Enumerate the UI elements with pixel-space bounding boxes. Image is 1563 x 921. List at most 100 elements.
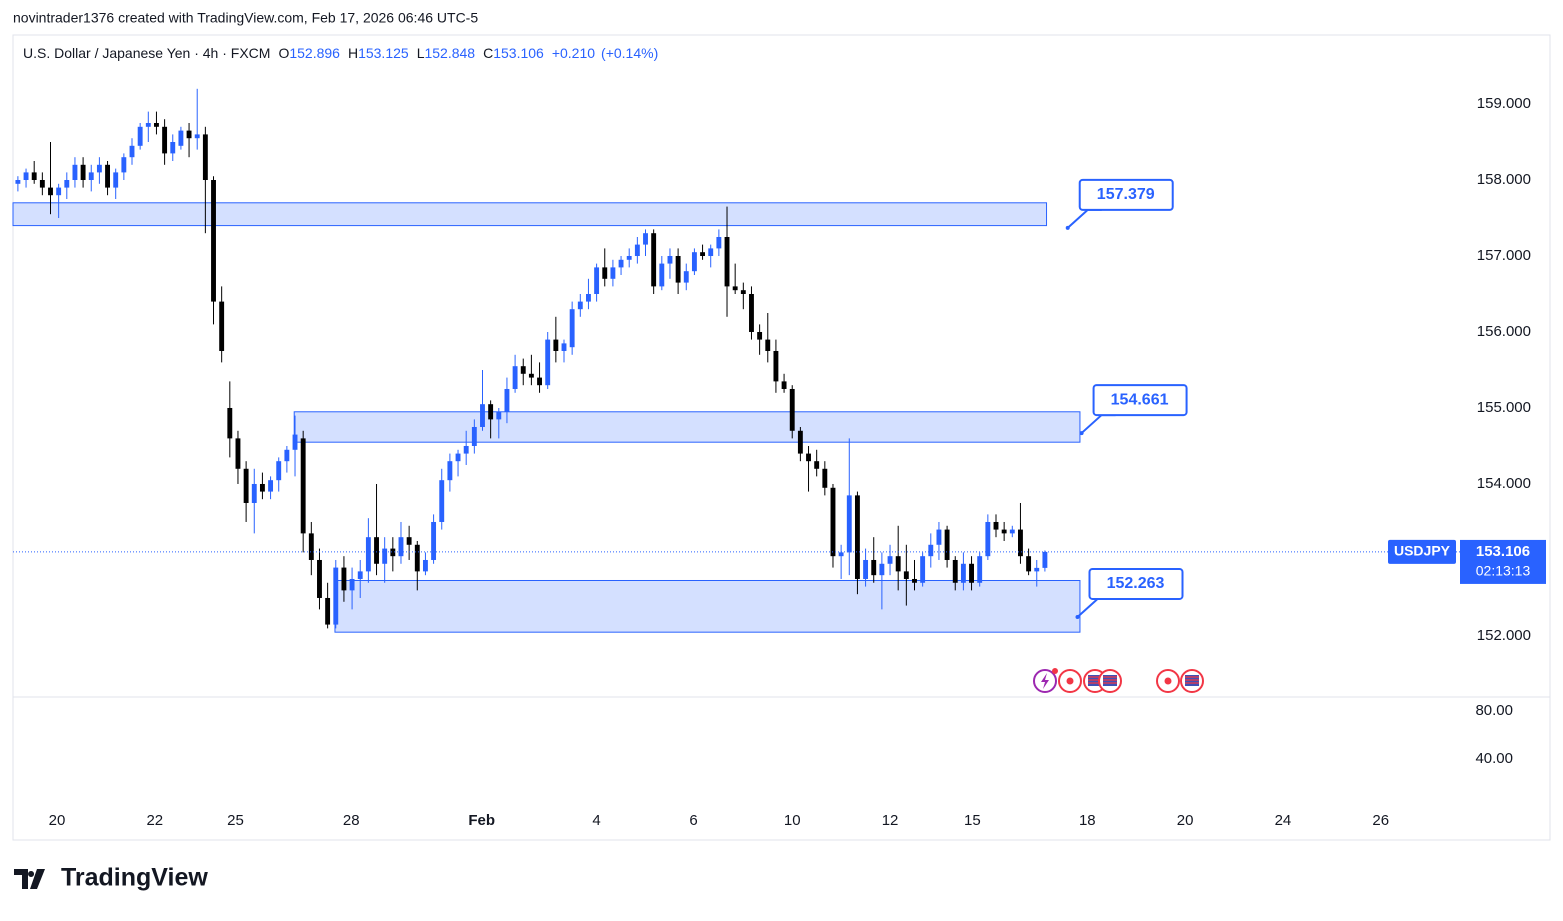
candle-body — [390, 548, 396, 557]
symbol-tag-text: USDJPY — [1394, 543, 1451, 559]
candle-body — [202, 134, 208, 181]
y-tick-label: 158.000 — [1477, 171, 1531, 188]
candle-body — [145, 123, 151, 127]
y-tick-label: 154.000 — [1477, 475, 1531, 492]
lower-tick-label: 40.00 — [1475, 750, 1513, 767]
candle-body — [243, 468, 249, 503]
x-tick-label: 28 — [343, 812, 360, 829]
candle-body — [422, 559, 428, 572]
x-tick-label: 12 — [882, 812, 899, 829]
candle-body — [325, 597, 331, 625]
candle-body — [806, 453, 811, 462]
x-tick-label: 26 — [1372, 812, 1389, 829]
callout-dot — [1079, 431, 1084, 436]
event-icons — [1033, 668, 1204, 693]
candle-body — [219, 301, 225, 351]
callout-pointer — [1067, 208, 1102, 229]
x-tick-label: 6 — [689, 812, 697, 829]
candle-body — [675, 255, 681, 283]
legend-item: +0.210 — [552, 45, 595, 61]
candle-body — [39, 180, 45, 188]
candle-body — [789, 388, 795, 431]
price-tag — [1460, 539, 1546, 584]
callout-pointer — [1076, 597, 1112, 618]
candle-body — [406, 537, 412, 545]
candle-body — [683, 271, 689, 283]
candle-body — [64, 180, 70, 188]
candle-body — [602, 267, 608, 279]
candle-body — [105, 164, 110, 188]
candle-body — [1026, 556, 1032, 572]
candle-body — [765, 339, 771, 351]
legend-item: C — [483, 45, 493, 61]
candle-body — [960, 563, 966, 583]
y-tick-label: 155.000 — [1477, 399, 1531, 416]
x-tick-label: 24 — [1275, 812, 1292, 829]
candle-body — [1018, 529, 1023, 557]
candle-body — [374, 537, 379, 564]
candle-body — [879, 563, 885, 576]
candle-body — [186, 130, 192, 139]
x-tick-label: 10 — [784, 812, 801, 829]
candle-body — [537, 377, 542, 386]
candle-body — [414, 544, 420, 572]
logo: TradingView — [14, 864, 208, 892]
candle-body — [382, 548, 388, 564]
candle-body — [72, 164, 78, 181]
candle-body — [969, 563, 974, 583]
candle-body — [284, 449, 290, 462]
candle-body — [667, 255, 673, 264]
candle-body — [56, 187, 62, 196]
candle-body — [952, 559, 958, 583]
candle-body — [634, 244, 640, 256]
candle-body — [814, 461, 820, 469]
candle-body — [618, 259, 624, 268]
symbol-tag — [1388, 539, 1456, 564]
candle-body — [716, 236, 722, 249]
x-tick-label: 20 — [49, 812, 66, 829]
header-text: novintrader1376 created with TradingView… — [13, 10, 478, 26]
candle-body — [520, 366, 526, 374]
candle-body — [691, 252, 697, 272]
legend: U.S. Dollar / Japanese Yen · 4h · FXCM O1… — [23, 45, 658, 61]
candle-body — [170, 142, 176, 154]
candle-body — [700, 252, 706, 256]
candle-body — [1034, 567, 1040, 572]
x-tick-label: 25 — [227, 812, 244, 829]
candle-body — [268, 480, 274, 492]
candle-body — [496, 411, 502, 420]
candle-body — [977, 556, 983, 583]
candle-body — [15, 180, 21, 184]
zone — [293, 411, 1081, 443]
candle-body — [121, 157, 127, 173]
candle-body — [357, 571, 363, 579]
candle-body — [227, 407, 233, 439]
candle-body — [194, 134, 200, 139]
candle-body — [903, 571, 909, 579]
lower-tick-label: 80.00 — [1475, 702, 1513, 719]
candle-body — [732, 286, 738, 291]
candle-body — [643, 233, 648, 245]
candle-body — [651, 233, 657, 287]
candle-body — [781, 381, 787, 389]
candle-body — [235, 438, 241, 469]
candle-body — [504, 388, 510, 412]
candle-body — [944, 529, 950, 560]
candle-body — [80, 164, 86, 181]
candle-body — [626, 255, 632, 260]
candle-body — [431, 521, 437, 560]
callout-dot — [1065, 225, 1070, 230]
legend-item: (+0.14%) — [601, 45, 658, 61]
candle-body — [830, 487, 836, 557]
candle-body — [23, 172, 29, 181]
candle-body — [463, 445, 469, 454]
candle-body — [113, 172, 119, 188]
candle-body — [659, 263, 665, 287]
y-tick-label: 159.000 — [1477, 95, 1531, 112]
candle-body — [610, 267, 616, 279]
candle-body — [773, 350, 779, 382]
candle-body — [333, 567, 339, 625]
candle-body — [586, 293, 591, 302]
